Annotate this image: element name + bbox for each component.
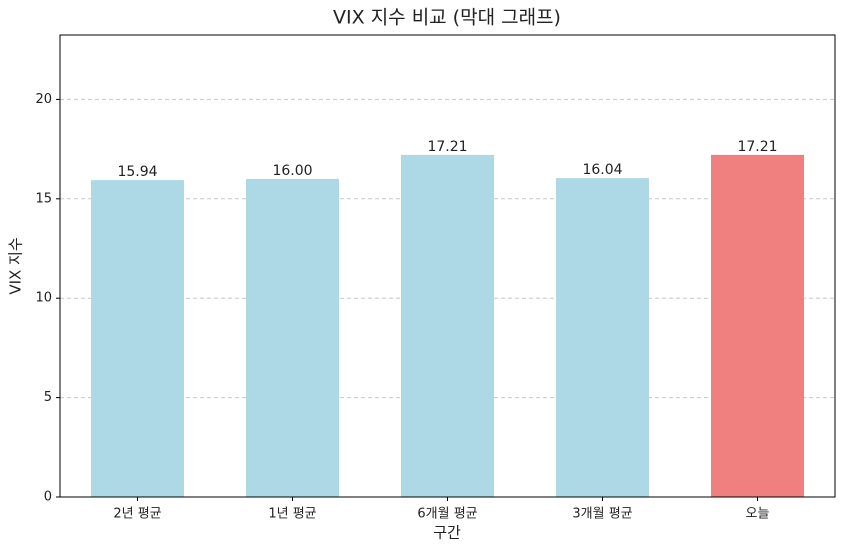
bar: [246, 178, 339, 497]
x-tick-label: 오늘: [746, 507, 770, 522]
data-label: 16.00: [272, 163, 312, 179]
y-tick-label: 20: [35, 92, 52, 107]
data-label: 17.21: [427, 139, 467, 155]
x-tick-label: 6개월 평균: [417, 507, 477, 522]
data-label: 15.94: [117, 164, 157, 180]
y-tick-label: 15: [35, 191, 52, 206]
y-tick-label: 0: [44, 490, 52, 505]
x-tick-label: 1년 평균: [268, 507, 316, 522]
bar: [91, 180, 184, 497]
x-tick-label: 3개월 평균: [572, 507, 632, 522]
data-label: 16.04: [582, 162, 622, 178]
y-tick-label: 10: [35, 291, 52, 306]
y-axis-label: VIX 지수: [7, 237, 25, 294]
bar: [401, 154, 494, 498]
chart-title: VIX 지수 비교 (막대 그래프): [333, 7, 561, 29]
bar: [711, 154, 804, 498]
x-tick-label: 2년 평균: [113, 507, 161, 522]
data-label: 17.21: [737, 139, 777, 155]
x-axis-label: 구간: [433, 524, 461, 542]
plot-frame: [59, 34, 836, 498]
y-tick-label: 5: [44, 390, 52, 405]
bar: [556, 178, 649, 498]
